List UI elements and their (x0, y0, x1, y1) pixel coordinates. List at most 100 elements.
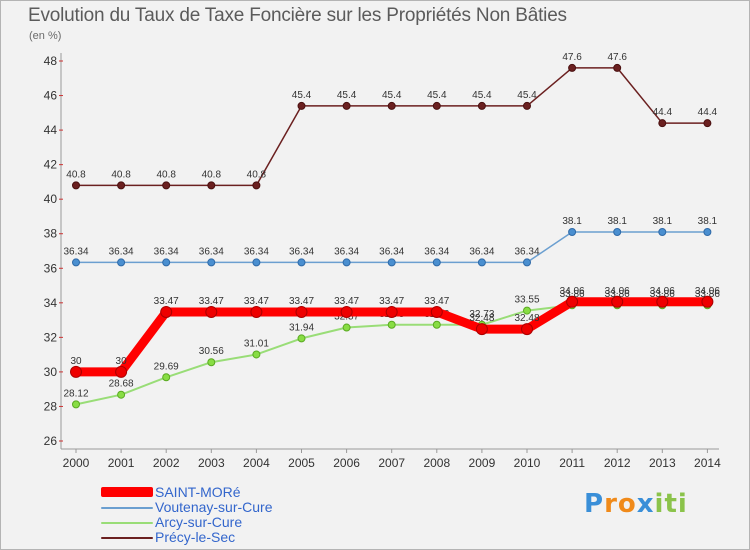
data-label-arcy-sur-cure-2000: 28.12 (63, 388, 88, 399)
data-label-voutenay-sur-cure-2013: 38.1 (653, 216, 673, 227)
point-pr-cy-le-sec-2005 (297, 101, 306, 110)
data-label-pr-cy-le-sec-2013: 44.4 (653, 107, 673, 118)
x-tick-label-2004: 2004 (243, 456, 270, 470)
point-arcy-sur-cure-2008 (432, 320, 441, 329)
logo-letter: t (664, 489, 678, 519)
x-tick-label-2014: 2014 (694, 456, 721, 470)
logo-letter: P (584, 489, 605, 519)
logo-letter: i (654, 489, 665, 519)
x-tick-label-2010: 2010 (514, 456, 541, 470)
data-label-saint-mor--2014: 34.06 (695, 286, 720, 297)
data-label-voutenay-sur-cure-2002: 36.34 (154, 246, 179, 257)
point-saint-mor--2013 (656, 295, 669, 308)
y-tick-label-38: 38 (44, 227, 58, 241)
y-tick-label-36: 36 (44, 261, 58, 275)
point-voutenay-sur-cure-2010 (523, 258, 531, 267)
x-tick-label-2012: 2012 (604, 456, 631, 470)
point-voutenay-sur-cure-2008 (432, 258, 441, 267)
x-tick-label-2008: 2008 (423, 456, 450, 470)
data-label-saint-mor--2013: 34.06 (650, 286, 675, 297)
point-pr-cy-le-sec-2014 (703, 119, 712, 128)
data-label-voutenay-sur-cure-2000: 36.34 (63, 246, 88, 257)
point-voutenay-sur-cure-2002 (162, 258, 171, 267)
x-tick-label-2003: 2003 (198, 456, 225, 470)
point-saint-mor--2002 (160, 305, 173, 318)
data-label-pr-cy-le-sec-2004: 40.8 (247, 169, 267, 180)
point-voutenay-sur-cure-2006 (342, 258, 351, 267)
proxiti-logo: Proxiti (584, 489, 688, 519)
point-voutenay-sur-cure-2011 (568, 228, 577, 236)
point-pr-cy-le-sec-2003 (207, 181, 216, 190)
data-label-voutenay-sur-cure-2001: 36.34 (109, 246, 134, 257)
point-pr-cy-le-sec-2013 (658, 119, 667, 128)
y-tick-label-26: 26 (44, 434, 58, 448)
data-label-pr-cy-le-sec-2000: 40.8 (66, 169, 86, 180)
legend-swatch-saint-more (101, 487, 153, 497)
data-label-saint-mor--2009: 32.48 (469, 313, 494, 324)
point-saint-mor--2008 (430, 305, 443, 318)
data-label-pr-cy-le-sec-2007: 45.4 (382, 90, 402, 101)
data-label-arcy-sur-cure-2003: 30.56 (199, 346, 224, 357)
point-pr-cy-le-sec-2000 (72, 181, 80, 190)
data-label-saint-mor--2011: 34.06 (560, 286, 585, 297)
data-label-arcy-sur-cure-2001: 28.68 (109, 379, 134, 390)
logo-letter: o (617, 489, 637, 519)
point-pr-cy-le-sec-2002 (162, 181, 171, 190)
data-label-arcy-sur-cure-2011: 33.86 (560, 289, 585, 300)
y-tick-label-40: 40 (44, 192, 58, 206)
point-saint-mor--2000 (70, 365, 82, 378)
legend: SAINT-MORé Voutenay-sur-Cure Arcy-sur-Cu… (101, 485, 361, 545)
data-label-pr-cy-le-sec-2001: 40.8 (111, 169, 131, 180)
point-pr-cy-le-sec-2010 (523, 101, 531, 110)
data-label-voutenay-sur-cure-2012: 38.1 (607, 216, 627, 227)
point-pr-cy-le-sec-2008 (432, 101, 441, 110)
y-tick-label-30: 30 (44, 365, 58, 379)
legend-swatch-precy (101, 537, 153, 539)
point-voutenay-sur-cure-2009 (477, 258, 486, 267)
point-saint-mor--2003 (205, 305, 218, 318)
point-arcy-sur-cure-2002 (162, 373, 171, 382)
data-label-pr-cy-le-sec-2011: 47.6 (562, 52, 582, 63)
point-voutenay-sur-cure-2004 (252, 258, 261, 267)
data-label-voutenay-sur-cure-2007: 36.34 (379, 246, 404, 257)
legend-label-voutenay: Voutenay-sur-Cure (155, 499, 273, 515)
y-tick-label-48: 48 (44, 54, 58, 68)
plot-area: 26 28 30 32 34 36 38 40 42 44 46 48 2000 2001 2002 2003… (44, 52, 721, 470)
data-label-saint-mor--2004: 33.47 (244, 296, 269, 307)
point-arcy-sur-cure-2003 (207, 358, 216, 367)
data-label-pr-cy-le-sec-2006: 45.4 (337, 90, 357, 101)
chart-title: Evolution du Taux de Taxe Foncière sur l… (28, 5, 567, 26)
y-tick-label-44: 44 (44, 123, 58, 137)
data-label-voutenay-sur-cure-2014: 38.1 (698, 216, 718, 227)
data-label-arcy-sur-cure-2013: 33.86 (650, 289, 675, 300)
data-label-pr-cy-le-sec-2012: 47.6 (607, 52, 627, 63)
data-label-voutenay-sur-cure-2010: 36.34 (514, 246, 539, 257)
legend-label-saint-more: SAINT-MORé (155, 484, 241, 500)
x-tick-label-2011: 2011 (559, 456, 585, 470)
point-pr-cy-le-sec-2006 (342, 101, 351, 110)
y-tick-label-32: 32 (44, 330, 58, 344)
legend-item-saint-more: SAINT-MORé (101, 485, 361, 500)
data-label-saint-mor--2012: 34.06 (605, 286, 630, 297)
point-voutenay-sur-cure-2005 (297, 258, 306, 267)
data-label-arcy-sur-cure-2012: 33.86 (605, 289, 630, 300)
data-label-pr-cy-le-sec-2008: 45.4 (427, 90, 447, 101)
data-label-voutenay-sur-cure-2008: 36.34 (424, 246, 449, 257)
data-label-arcy-sur-cure-2002: 29.69 (154, 361, 179, 372)
series-line-pr-cy-le-sec (75, 67, 709, 187)
point-saint-mor--2007 (385, 305, 398, 318)
x-tick-label-2009: 2009 (469, 456, 496, 470)
point-voutenay-sur-cure-2014 (703, 228, 712, 236)
point-arcy-sur-cure-2010 (523, 306, 531, 315)
chart-subtitle: (en %) (29, 30, 62, 42)
point-arcy-sur-cure-2001 (117, 390, 126, 399)
logo-letter: r (604, 489, 618, 519)
point-pr-cy-le-sec-2004 (252, 181, 261, 190)
data-label-saint-mor--2010: 32.48 (514, 313, 539, 324)
data-label-saint-mor--2003: 33.47 (199, 296, 224, 307)
legend-label-arcy: Arcy-sur-Cure (155, 514, 243, 530)
point-arcy-sur-cure-2007 (387, 320, 396, 329)
point-pr-cy-le-sec-2001 (117, 181, 126, 190)
logo-letter: i (677, 489, 688, 519)
